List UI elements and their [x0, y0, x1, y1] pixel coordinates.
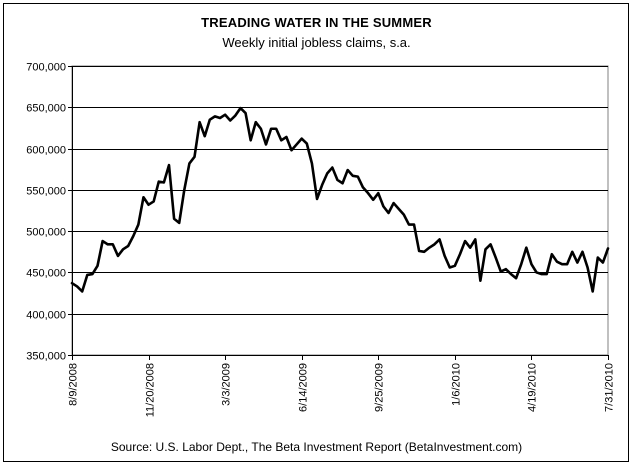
y-tick-label: 600,000	[26, 145, 66, 157]
x-tick-label: 4/19/2010	[527, 363, 539, 412]
series-line	[70, 106, 610, 293]
plot-area	[71, 65, 609, 356]
chart-subtitle: Weekly initial jobless claims, s.a.	[222, 35, 411, 50]
x-tick-label: 8/9/2008	[68, 363, 80, 406]
y-tick-label: 500,000	[26, 227, 66, 239]
x-tick-label: 11/20/2008	[145, 363, 157, 417]
x-tick-label: 9/25/2009	[374, 363, 386, 412]
y-tick-label: 650,000	[26, 103, 66, 115]
y-tick-label: 400,000	[26, 310, 66, 322]
x-tick-label: 7/31/2010	[604, 363, 616, 412]
chart-source: Source: U.S. Labor Dept., The Beta Inves…	[110, 440, 523, 454]
x-tick-label: 1/6/2010	[451, 363, 463, 406]
y-tick-label: 350,000	[26, 351, 66, 363]
y-tick-label: 450,000	[26, 268, 66, 280]
x-tick-label: 3/3/2009	[221, 363, 233, 406]
y-tick-label: 700,000	[26, 62, 66, 74]
y-tick-label: 550,000	[26, 186, 66, 198]
chart-title: TREADING WATER IN THE SUMMER	[201, 15, 432, 30]
x-tick-label: 6/14/2009	[298, 363, 310, 412]
